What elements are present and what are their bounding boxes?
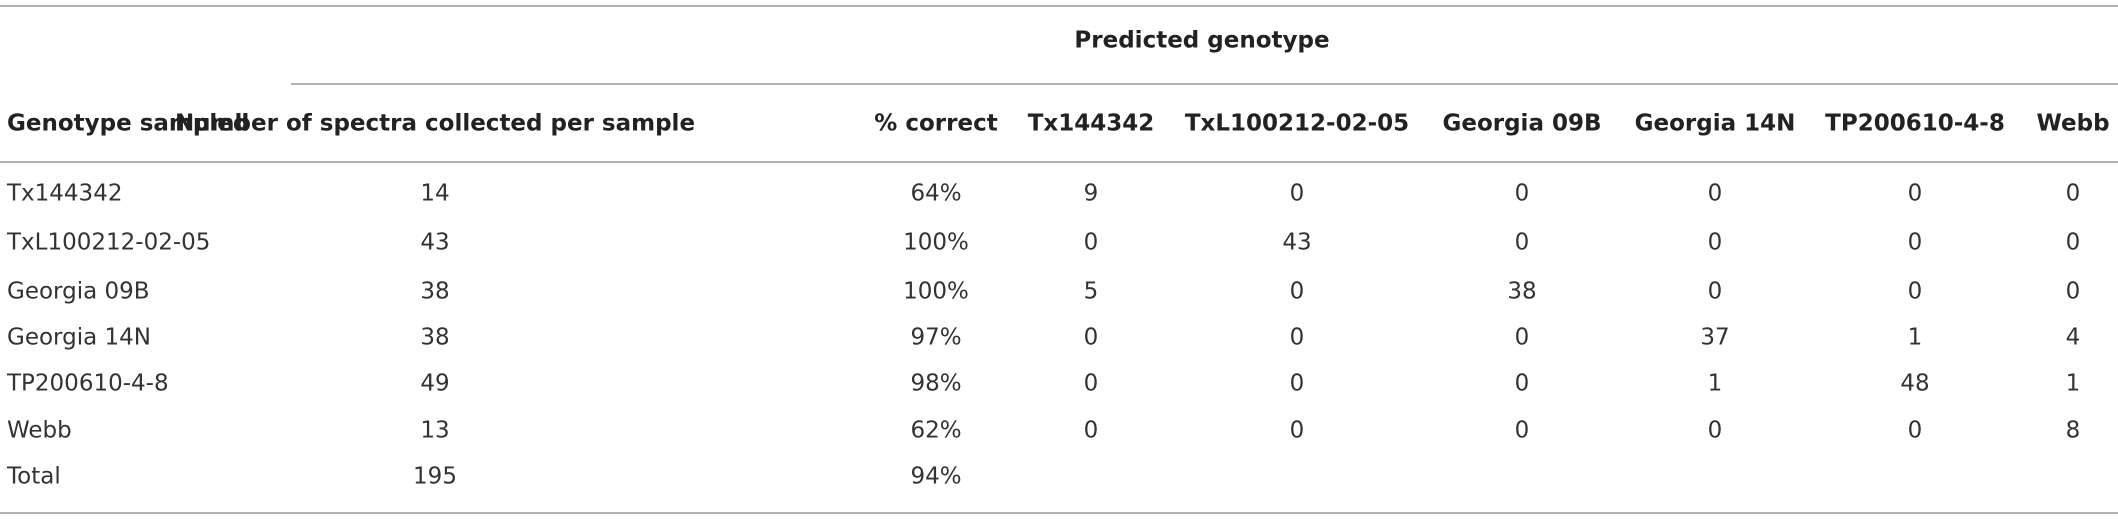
column-header: % correct bbox=[874, 111, 997, 137]
cell: 62% bbox=[910, 418, 961, 444]
cell: 0 bbox=[1708, 279, 1723, 305]
cell: 8 bbox=[2066, 418, 2081, 444]
cell: 195 bbox=[413, 464, 457, 490]
row-label: Webb bbox=[7, 418, 72, 444]
cell: 0 bbox=[1515, 325, 1530, 351]
cell: 0 bbox=[1084, 230, 1099, 256]
cell: 38 bbox=[420, 279, 449, 305]
column-header: Tx144342 bbox=[1028, 111, 1155, 137]
column-header: Georgia 14N bbox=[1635, 111, 1796, 137]
cell: 0 bbox=[1515, 371, 1530, 397]
cell: 0 bbox=[1290, 371, 1305, 397]
cell: 94% bbox=[910, 464, 961, 490]
row-label: Georgia 14N bbox=[7, 325, 151, 351]
cell: 4 bbox=[2066, 325, 2081, 351]
cell: 1 bbox=[2066, 371, 2081, 397]
cell: 0 bbox=[1290, 325, 1305, 351]
cell: 0 bbox=[1708, 230, 1723, 256]
cell: 0 bbox=[2066, 181, 2081, 207]
cell: 0 bbox=[1290, 418, 1305, 444]
group-header: Predicted genotype bbox=[1074, 28, 1329, 54]
cell: 0 bbox=[2066, 230, 2081, 256]
cell: 5 bbox=[1084, 279, 1099, 305]
column-header: TP200610-4-8 bbox=[1825, 111, 2005, 137]
row-label: Georgia 09B bbox=[7, 279, 150, 305]
cell: 0 bbox=[2066, 279, 2081, 305]
cell: 100% bbox=[903, 230, 969, 256]
cell: 43 bbox=[1282, 230, 1311, 256]
cell: 0 bbox=[1515, 230, 1530, 256]
cell: 38 bbox=[420, 325, 449, 351]
cell: 14 bbox=[420, 181, 449, 207]
column-header: Genotype sampled bbox=[7, 111, 249, 137]
cell: 0 bbox=[1515, 418, 1530, 444]
column-header: Georgia 09B bbox=[1442, 111, 1601, 137]
cell: 0 bbox=[1290, 279, 1305, 305]
cell: 49 bbox=[420, 371, 449, 397]
cell: 1 bbox=[1708, 371, 1723, 397]
row-label: TP200610-4-8 bbox=[6, 371, 169, 397]
column-header: Webb bbox=[2036, 111, 2109, 137]
column-header: TxL100212-02-05 bbox=[1185, 111, 1409, 137]
cell: 48 bbox=[1900, 371, 1929, 397]
cell: 0 bbox=[1515, 181, 1530, 207]
cell: 0 bbox=[1290, 181, 1305, 207]
cell: 43 bbox=[420, 230, 449, 256]
cell: 9 bbox=[1084, 181, 1099, 207]
column-header: Number of spectra collected per sample bbox=[175, 111, 695, 137]
cell: 0 bbox=[1084, 371, 1099, 397]
cell: 0 bbox=[1708, 418, 1723, 444]
cell: 97% bbox=[910, 325, 961, 351]
cell: 64% bbox=[910, 181, 961, 207]
cell: 38 bbox=[1507, 279, 1536, 305]
cell: 0 bbox=[1084, 325, 1099, 351]
cell: 1 bbox=[1908, 325, 1923, 351]
cell: 0 bbox=[1908, 279, 1923, 305]
cell: 100% bbox=[903, 279, 969, 305]
cell: 37 bbox=[1700, 325, 1729, 351]
cell: 98% bbox=[910, 371, 961, 397]
row-label: Total bbox=[6, 464, 61, 490]
cell: 0 bbox=[1908, 181, 1923, 207]
row-label: TxL100212-02-05 bbox=[6, 230, 210, 256]
row-label: Tx144342 bbox=[6, 181, 122, 207]
cell: 0 bbox=[1708, 181, 1723, 207]
cell: 13 bbox=[420, 418, 449, 444]
cell: 0 bbox=[1908, 230, 1923, 256]
cell: 0 bbox=[1084, 418, 1099, 444]
cell: 0 bbox=[1908, 418, 1923, 444]
